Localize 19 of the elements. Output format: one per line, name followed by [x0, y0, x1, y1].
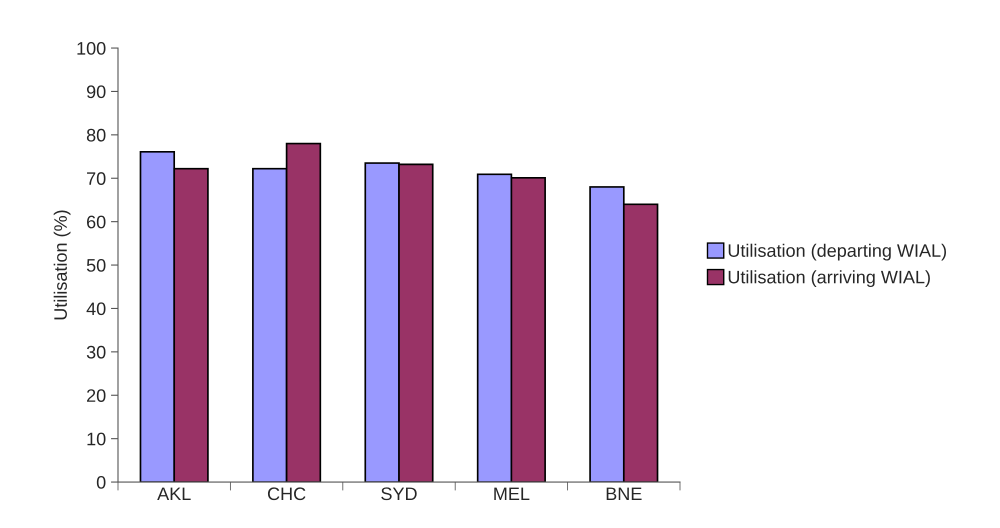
- x-tick-label: AKL: [157, 488, 191, 500]
- x-tick-label: MEL: [494, 488, 530, 500]
- y-tick-label: 90: [86, 85, 106, 98]
- y-tick-label: 100: [77, 42, 106, 55]
- y-tick-label: 60: [87, 216, 106, 228]
- y-tick-label: 30: [86, 346, 106, 359]
- x-tick-label: BNE: [606, 488, 642, 500]
- y-tick-label: 0: [96, 476, 106, 489]
- y-tick-label: 40: [86, 302, 106, 316]
- legend-label: Utilisation (arriving WIAL): [728, 270, 930, 288]
- y-tick-label: 80: [86, 128, 106, 142]
- y-tick-label: 10: [87, 432, 106, 446]
- y-tick-label: 70: [87, 172, 106, 185]
- y-axis-title: Utilisation (%): [54, 210, 71, 320]
- y-tick-label: 50: [86, 258, 106, 272]
- x-tick-label: CHC: [268, 487, 306, 500]
- y-tick-label: 20: [87, 389, 106, 402]
- legend-label: Utilisation (departing WIAL): [728, 244, 946, 261]
- x-tick-label: SYD: [381, 487, 417, 500]
